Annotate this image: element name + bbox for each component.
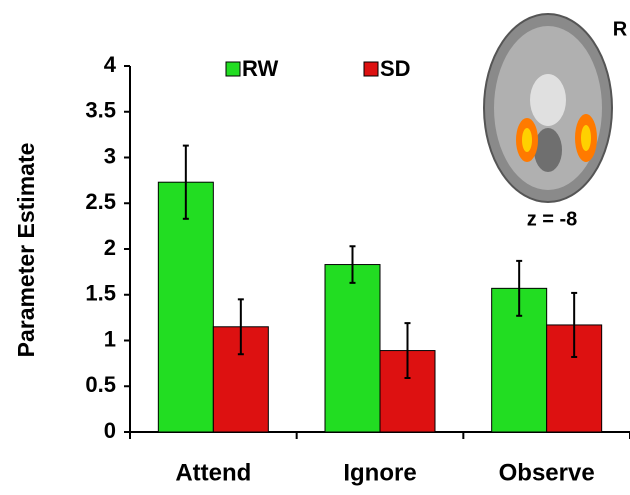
y-tick-label: 2.5 bbox=[85, 189, 116, 214]
bar bbox=[324, 264, 381, 433]
y-tick-label: 4 bbox=[104, 52, 117, 77]
x-tick-label: Observe bbox=[499, 459, 595, 486]
y-tick-label: 0.5 bbox=[85, 372, 116, 397]
annotation: R bbox=[613, 18, 628, 40]
y-tick-label: 0 bbox=[104, 418, 116, 443]
y-tick-label: 1.5 bbox=[85, 281, 116, 306]
y-axis-label: Parameter Estimate bbox=[13, 143, 39, 358]
y-tick-label: 3 bbox=[104, 143, 116, 168]
bar bbox=[157, 181, 214, 433]
y-tick-label: 2 bbox=[104, 235, 116, 260]
x-tick-label: Ignore bbox=[343, 459, 416, 486]
legend-swatch bbox=[363, 61, 379, 77]
annotation: z = -8 bbox=[527, 208, 578, 230]
legend-label: SD bbox=[380, 56, 411, 81]
legend-label: RW bbox=[242, 56, 278, 81]
brain-image bbox=[483, 13, 613, 203]
x-tick-label: Attend bbox=[175, 459, 251, 486]
y-tick-label: 3.5 bbox=[85, 98, 116, 123]
legend-swatch bbox=[225, 61, 241, 77]
y-tick-label: 1 bbox=[104, 326, 116, 351]
